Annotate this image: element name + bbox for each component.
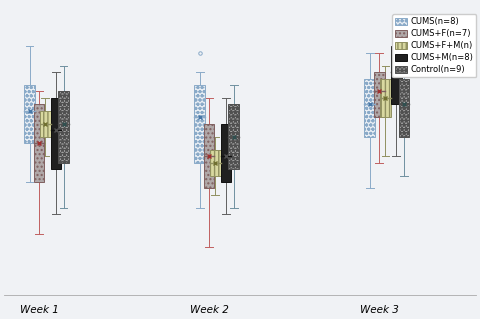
Bar (380, 78, 391, 117)
Bar (364, 78, 375, 137)
Bar (210, 150, 221, 175)
Bar (58, 92, 69, 163)
Bar (24, 85, 35, 143)
Bar (398, 78, 409, 137)
Bar (34, 104, 44, 182)
Legend: CUMS(n=8), CUMS+F(n=7), CUMS+F+M(n), CUMS+M(n=8), Control(n=9): CUMS(n=8), CUMS+F(n=7), CUMS+F+M(n), CUM… (392, 14, 476, 78)
Bar (221, 124, 231, 182)
Bar (194, 85, 205, 163)
Bar (228, 104, 239, 169)
Bar (50, 98, 61, 169)
Bar (391, 46, 402, 104)
Bar (40, 111, 50, 137)
Bar (374, 72, 384, 117)
Bar (204, 124, 215, 189)
